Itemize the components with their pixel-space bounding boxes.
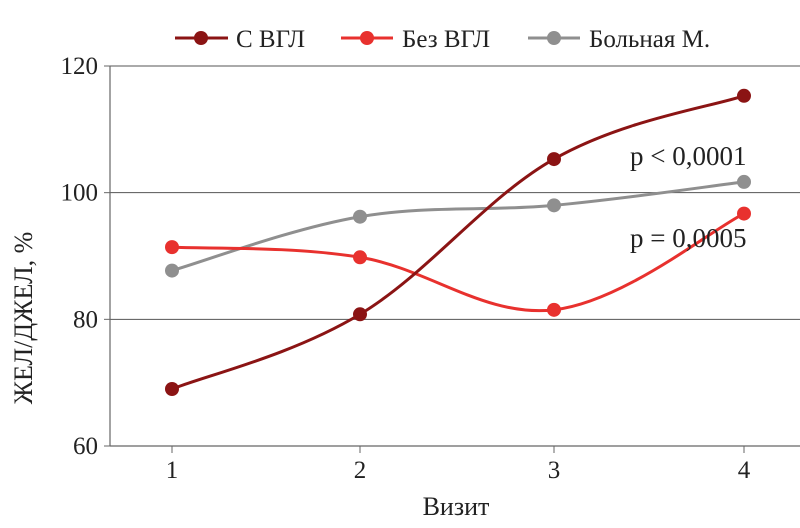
legend-item-bolnaya-m: Больная М.	[528, 26, 710, 53]
x-tick-label: 3	[548, 457, 561, 484]
y-tick-label: 100	[61, 180, 99, 207]
data-point-s-vgl	[547, 152, 561, 167]
legend-marker-bez-vgl	[360, 31, 374, 45]
x-tick-labels: 1 2 3 4	[166, 446, 751, 484]
data-point-bolnaya-m	[737, 174, 751, 189]
legend-item-s-vgl: С ВГЛ	[175, 26, 305, 53]
series-line-s-vgl	[171, 94, 745, 391]
y-tick-labels: 60 80 100 120	[61, 53, 99, 460]
legend-marker-bolnaya-m	[547, 31, 561, 45]
series-line-bez-vgl	[171, 212, 745, 313]
axes	[109, 66, 800, 447]
data-point-bez-vgl	[165, 240, 179, 255]
data-point-bez-vgl	[547, 302, 561, 317]
x-tick-label: 1	[166, 457, 179, 484]
gridlines	[104, 65, 800, 447]
series-line-bolnaya-m	[171, 180, 745, 273]
p-value-annotation-1: p < 0,0001	[630, 141, 746, 171]
legend-label-s-vgl: С ВГЛ	[236, 26, 305, 53]
data-point-s-vgl	[353, 307, 367, 322]
legend-label-bez-vgl: Без ВГЛ	[402, 26, 490, 53]
series-points	[165, 88, 751, 396]
data-point-bez-vgl	[737, 206, 751, 221]
y-tick-label: 80	[73, 306, 98, 333]
y-axis-title: ЖЕЛ/ДЖЕЛ, %	[9, 232, 38, 405]
data-point-bez-vgl	[353, 250, 367, 265]
x-tick-label: 4	[738, 457, 751, 484]
data-point-bolnaya-m	[165, 263, 179, 278]
data-point-s-vgl	[165, 382, 179, 396]
legend-label-bolnaya-m: Больная М.	[589, 26, 710, 53]
legend: С ВГЛ Без ВГЛ Больная М.	[175, 26, 710, 53]
y-tick-label: 120	[61, 53, 99, 80]
y-tick-label: 60	[73, 433, 98, 460]
x-axis-title: Визит	[423, 492, 490, 521]
data-point-bolnaya-m	[547, 198, 561, 213]
x-tick-label: 2	[354, 457, 367, 484]
p-value-annotation-2: p = 0,0005	[630, 223, 746, 253]
data-point-bolnaya-m	[353, 209, 367, 224]
data-point-s-vgl	[737, 88, 751, 103]
legend-item-bez-vgl: Без ВГЛ	[341, 26, 490, 53]
legend-marker-s-vgl	[194, 31, 208, 45]
series-lines	[171, 94, 745, 391]
